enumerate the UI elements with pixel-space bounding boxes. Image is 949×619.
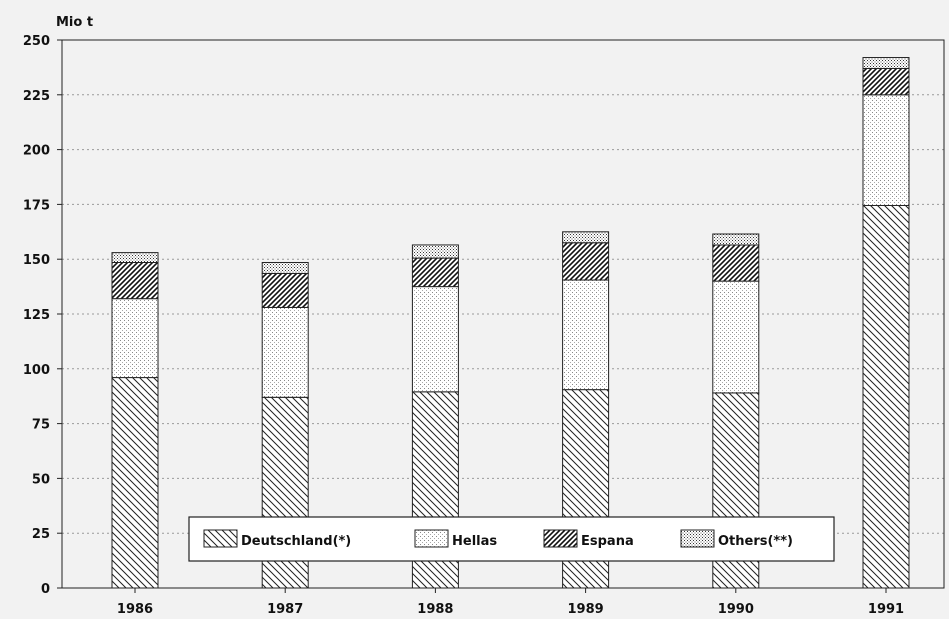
y-tick-label: 75 xyxy=(32,418,50,433)
y-tick-label: 200 xyxy=(23,144,50,159)
x-axis-ticks: 1986 1987 1988 1989 1990 1991 xyxy=(117,588,904,617)
legend-swatch xyxy=(415,530,448,547)
x-tick-label: 1988 xyxy=(417,602,453,617)
bar-segment xyxy=(713,234,759,245)
x-tick-label: 1987 xyxy=(267,602,303,617)
bar-segment xyxy=(112,262,158,298)
bar-segment xyxy=(112,378,158,588)
gridlines xyxy=(62,95,944,533)
legend-swatch xyxy=(681,530,714,547)
x-tick-label: 1991 xyxy=(868,602,904,617)
bar-segment xyxy=(412,245,458,258)
y-tick-label: 150 xyxy=(23,253,50,268)
y-tick-label: 250 xyxy=(23,34,50,49)
legend-label: Espana xyxy=(581,534,634,549)
x-tick-label: 1989 xyxy=(568,602,604,617)
bar-segment xyxy=(863,68,909,94)
legend-label: Deutschland(*) xyxy=(241,534,351,549)
bar-segment xyxy=(563,232,609,243)
bar-segment xyxy=(262,262,308,273)
y-axis-ticks: 0 25 50 75 100 125 150 175 200 225 250 xyxy=(23,34,62,597)
bar-segment xyxy=(412,287,458,392)
bar-segment xyxy=(863,58,909,69)
bar-segment xyxy=(713,281,759,393)
bar-segment xyxy=(863,95,909,206)
x-tick-label: 1990 xyxy=(718,602,754,617)
y-tick-label: 50 xyxy=(32,472,50,487)
legend: Deutschland(*) Hellas Espana Others(**) xyxy=(189,517,834,561)
bars xyxy=(112,58,909,588)
legend-swatch xyxy=(204,530,237,547)
bar-segment xyxy=(262,307,308,397)
bar-segment xyxy=(112,253,158,263)
x-tick-label: 1986 xyxy=(117,602,153,617)
bar-segment xyxy=(412,258,458,286)
y-tick-label: 175 xyxy=(23,198,50,213)
bar-segment xyxy=(563,280,609,390)
y-tick-label: 0 xyxy=(41,582,50,597)
y-tick-label: 25 xyxy=(32,527,50,542)
legend-label: Others(**) xyxy=(718,534,793,549)
y-axis-title: Mio t xyxy=(56,15,93,30)
y-tick-label: 100 xyxy=(23,363,50,378)
bar-segment xyxy=(863,205,909,588)
bar-segment xyxy=(713,245,759,281)
y-tick-label: 125 xyxy=(23,308,50,323)
bar-segment xyxy=(262,273,308,307)
legend-swatch xyxy=(544,530,577,547)
y-tick-label: 225 xyxy=(23,89,50,104)
bar-segment xyxy=(112,299,158,378)
bar-segment xyxy=(563,243,609,280)
legend-label: Hellas xyxy=(452,534,497,549)
